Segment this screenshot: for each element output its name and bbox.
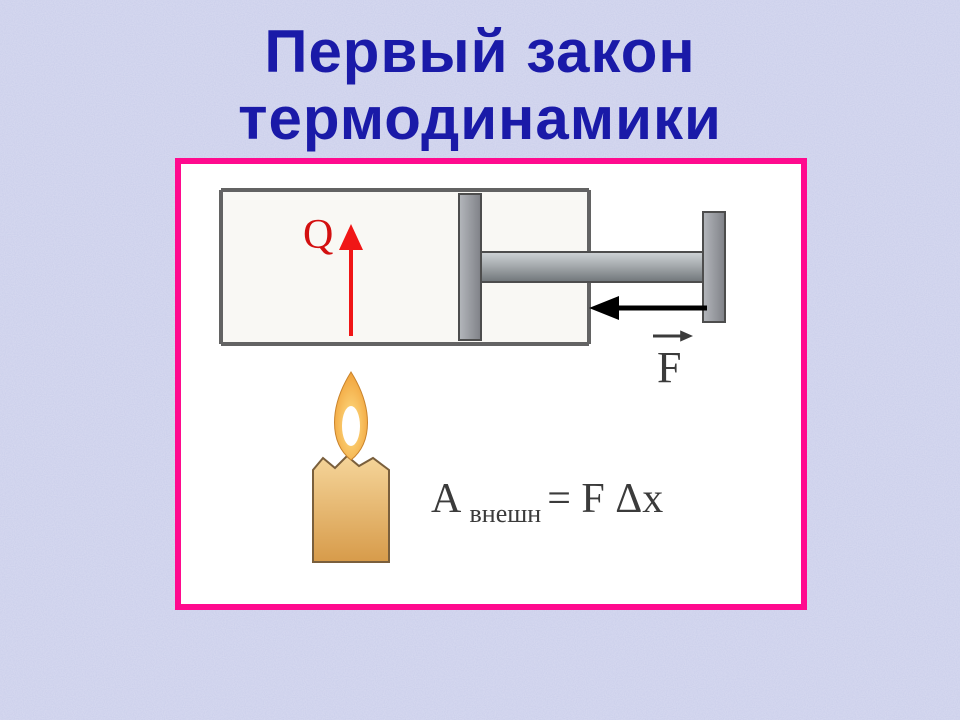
title-line-1: Первый закон: [264, 18, 695, 85]
slide: Первый закон термодинамики Q F A внешн= F …: [0, 0, 960, 720]
thermo-diagram: Q F A внешн= F Δx: [181, 164, 801, 604]
diagram-frame: Q F A внешн= F Δx: [175, 158, 807, 610]
work-equation: A внешн= F Δx: [431, 476, 663, 528]
candle-icon: [313, 456, 389, 562]
force-label: F: [657, 343, 681, 392]
title-line-2: термодинамики: [238, 85, 722, 152]
heat-label: Q: [303, 212, 333, 258]
slide-title: Первый закон термодинамики: [0, 18, 960, 152]
